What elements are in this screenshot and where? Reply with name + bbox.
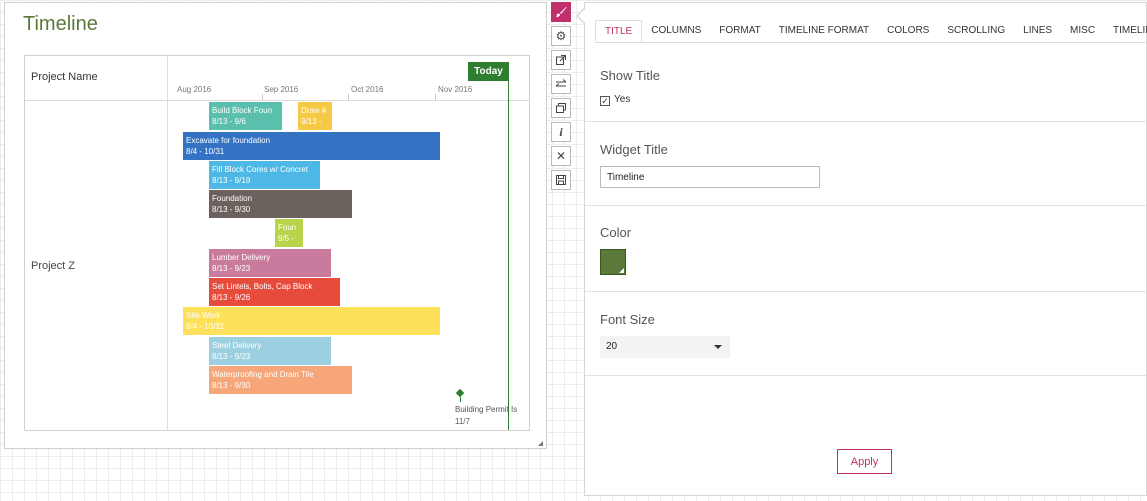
tab-misc[interactable]: MISC (1070, 25, 1096, 36)
task-bar[interactable]: Foundation 8/13 - 9/30 (209, 190, 352, 218)
task-dates: 8/13 - 9/30 (212, 381, 251, 390)
task-bar[interactable]: Site Work 8/4 - 10/31 (183, 307, 440, 335)
timeline-chart: Project Name Project Z Aug 2016 Sep 2016… (24, 55, 530, 431)
today-button[interactable]: Today (468, 62, 509, 81)
chevron-down-icon (714, 345, 722, 349)
tab-timeline[interactable]: TIMELINE (1113, 25, 1147, 36)
milestone-diamond-icon[interactable] (455, 388, 465, 398)
task-dates: 8/13 - 9/30 (212, 205, 251, 214)
color-picker-swatch[interactable] (600, 249, 626, 275)
copy-window-icon[interactable] (551, 98, 571, 118)
milestone-label: Building Permit Is 11/7 (455, 404, 517, 428)
month-label: Sep 2016 (264, 85, 299, 94)
widget-toolbar: ⚙ i ✕ (551, 2, 571, 194)
task-bar[interactable]: Set Lintels, Bolts, Cap Block 8/13 - 9/2… (209, 278, 340, 306)
task-name: Steel Delivery (212, 341, 262, 350)
panel-pointer-inner (578, 9, 585, 23)
tab-timeline-format[interactable]: TIMELINE FORMAT (778, 25, 870, 36)
apply-button[interactable]: Apply (837, 449, 892, 474)
header-divider (25, 100, 529, 101)
settings-panel: TITLE COLUMNS FORMAT TIMELINE FORMAT COL… (584, 2, 1147, 496)
task-bar[interactable]: Foun 9/5 - (275, 219, 303, 247)
task-dates: 8/4 - 10/31 (186, 147, 225, 156)
widget-title: Timeline (23, 13, 98, 35)
month-tick (435, 94, 436, 100)
task-name: Draw # (301, 106, 327, 115)
swatch-corner-icon (619, 268, 624, 273)
show-title-section (585, 43, 1146, 122)
show-title-checkbox-label: Yes (614, 94, 631, 105)
task-name: Foun (278, 223, 297, 232)
swap-arrows-icon[interactable] (551, 74, 571, 94)
task-bar[interactable]: Fill Block Cores w/ Concret 8/13 - 9/19 (209, 161, 320, 189)
task-bar[interactable]: Waterproofing and Drain Tile 8/13 - 9/30 (209, 366, 352, 394)
color-label: Color (600, 225, 632, 240)
task-name: Waterproofing and Drain Tile (212, 370, 314, 379)
external-link-icon[interactable] (551, 50, 571, 70)
font-size-label: Font Size (600, 312, 655, 327)
task-name: Foundation (212, 194, 253, 203)
task-name: Fill Block Cores w/ Concret (212, 165, 309, 174)
task-name: Build Block Foun (212, 106, 273, 115)
task-name: Site Work (186, 311, 221, 320)
project-name-header: Project Name (31, 71, 98, 83)
task-dates: 8/13 - 9/23 (212, 264, 251, 273)
task-dates: 8/13 - 9/23 (212, 352, 251, 361)
month-label: Nov 2016 (438, 85, 473, 94)
tab-format[interactable]: FORMAT (719, 25, 761, 36)
month-tick (262, 94, 263, 100)
save-icon[interactable] (551, 170, 571, 190)
tab-title[interactable]: TITLE (595, 20, 643, 42)
widget-title-section (585, 121, 1146, 206)
color-section (585, 205, 1146, 292)
task-dates: 8/4 - 10/31 (186, 322, 225, 331)
tab-columns[interactable]: COLUMNS (651, 25, 702, 36)
task-dates: 8/13 - 9/19 (212, 176, 251, 185)
info-icon[interactable]: i (551, 122, 571, 142)
milestone-date: 11/7 (455, 417, 470, 426)
settings-tabs: TITLE COLUMNS FORMAT TIMELINE FORMAT COL… (595, 20, 1147, 43)
tab-lines[interactable]: LINES (1023, 25, 1053, 36)
paint-brush-icon[interactable] (551, 2, 571, 22)
task-name: Excavate for foundation (186, 136, 271, 145)
task-bar[interactable]: Draw # 9/13 - (298, 102, 332, 130)
close-icon[interactable]: ✕ (551, 146, 571, 166)
font-size-value: 20 (606, 341, 618, 352)
task-bar[interactable]: Lumber Delivery 8/13 - 9/23 (209, 249, 331, 277)
month-label: Oct 2016 (351, 85, 384, 94)
today-line (508, 81, 509, 430)
task-dates: 9/5 - (278, 234, 295, 243)
milestone-stem (460, 397, 461, 402)
month-tick (348, 94, 349, 100)
font-size-section (585, 291, 1146, 376)
show-title-label: Show Title (600, 68, 660, 83)
show-title-checkbox[interactable]: ✓ (600, 96, 610, 106)
widget-title-input[interactable] (600, 166, 820, 188)
task-name: Lumber Delivery (212, 253, 271, 262)
gear-icon[interactable]: ⚙ (551, 26, 571, 46)
task-dates: 8/13 - 9/6 (212, 117, 246, 126)
task-name: Set Lintels, Bolts, Cap Block (212, 282, 313, 291)
task-bar[interactable]: Steel Delivery 8/13 - 9/23 (209, 337, 331, 365)
timeline-widget: Timeline Project Name Project Z Aug 2016… (4, 2, 547, 449)
task-bar[interactable]: Build Block Foun 8/13 - 9/6 (209, 102, 282, 130)
widget-title-label: Widget Title (600, 142, 668, 157)
month-label: Aug 2016 (177, 85, 212, 94)
resize-handle-icon[interactable] (538, 441, 543, 446)
task-dates: 8/13 - 9/26 (212, 293, 251, 302)
task-bar[interactable]: Excavate for foundation 8/4 - 10/31 (183, 132, 440, 160)
font-size-select[interactable]: 20 (600, 336, 730, 358)
project-name: Project Z (31, 260, 76, 272)
column-divider (167, 56, 168, 430)
milestone-name: Building Permit Is (455, 405, 518, 414)
task-dates: 9/13 - (301, 117, 322, 126)
tab-colors[interactable]: COLORS (887, 25, 930, 36)
tab-scrolling[interactable]: SCROLLING (947, 25, 1006, 36)
